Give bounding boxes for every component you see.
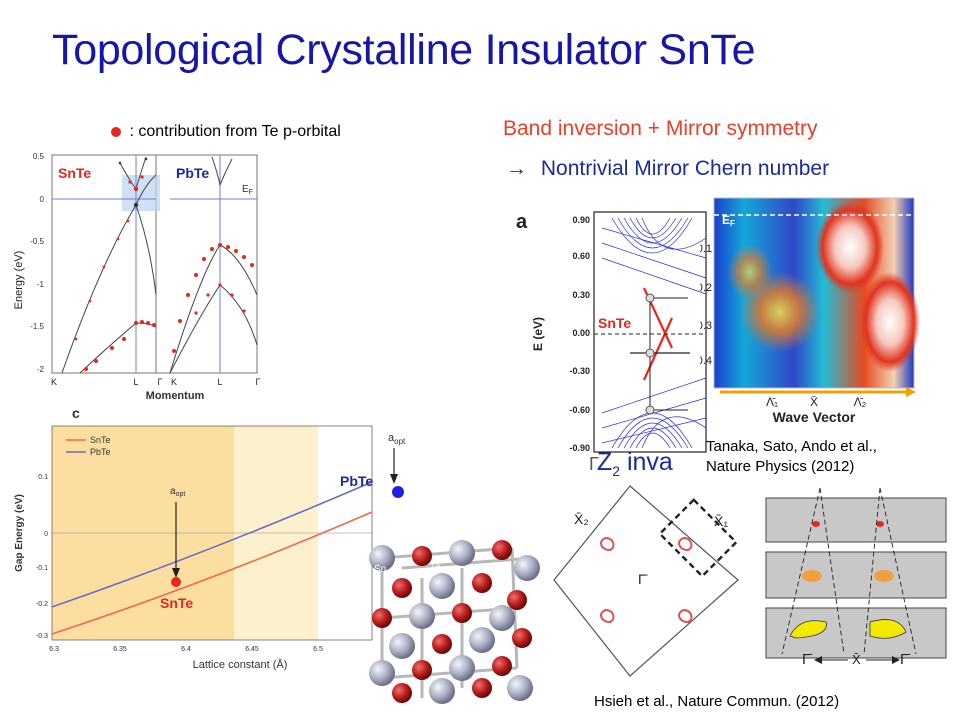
arpes-ytick: 0.4 (700, 355, 712, 367)
band-inversion-text: Band inversion + Mirror symmetry (503, 117, 818, 140)
band-ytick: 0 (40, 195, 45, 204)
bz-x2-label: X̄₂ (574, 511, 589, 527)
band-ylabel: Energy (eV) (13, 251, 25, 310)
constant-energy-stack: Γ̄ X̄ Γ̄ (765, 487, 947, 668)
band-ytick: 0.5 (33, 152, 45, 161)
dft-ytick: 0.30 (572, 290, 590, 300)
gap-xlabel: Lattice constant (Å) (193, 658, 288, 671)
band-ytick: -1 (37, 280, 45, 289)
mirror-chern-text: Nontrivial Mirror Chern number (540, 157, 830, 180)
gap-ytick: 0.1 (38, 474, 48, 481)
arpes-ytick: 0.1 (700, 243, 712, 255)
gap-ytick: -0.2 (36, 601, 48, 608)
dft-ylabel: E (eV) (531, 317, 545, 351)
dft-ytick: -0.30 (569, 366, 590, 376)
snte-chart-label: SnTe (160, 595, 193, 611)
gap-ytick: 0 (44, 531, 48, 538)
dft-ytick: -0.90 (569, 443, 590, 453)
fermi-label: EF (242, 184, 253, 196)
gap-xtick: 6.35 (113, 646, 127, 653)
snte-curve (51, 511, 373, 635)
red-dot-icon (111, 126, 121, 137)
dft-ytick: 0.60 (572, 251, 590, 261)
sn-label: Sn (374, 564, 386, 575)
pbte-chart-label: PbTe (340, 473, 373, 489)
stack-gamma-right: Γ̄ (900, 651, 910, 668)
band-structure-panel: Energy (eV) 0.5 0 -0.5 -1 -1.5 -2 SnTe (13, 152, 261, 402)
dft-snte-label: SnTe (598, 315, 631, 331)
citation-hsieh: Hsieh et al., Nature Commun. (2012) (594, 693, 840, 710)
band-xtick: K (51, 377, 57, 387)
snte-te-points (74, 175, 156, 371)
z2-invariant-text: ΓZ2 inva (589, 448, 673, 479)
arpes-xlabel: Wave Vector (773, 409, 856, 424)
band-xtick: Γ (158, 377, 163, 387)
band-ytick: -0.5 (30, 237, 44, 246)
panel-letter-a: a (516, 211, 528, 233)
dft-band-lines (601, 217, 707, 449)
dft-slab-panel: a E (eV) 0.90 0.60 0.30 0.00 -0.30 -0.60… (516, 211, 707, 453)
pbte-aopt-arrow-icon (390, 448, 398, 484)
legend-pbte: PbTe (90, 447, 111, 457)
gap-ylabel: Gap Energy (eV) (14, 494, 25, 572)
arpes-ytick: 0.2 (700, 282, 712, 294)
mirror-chern-line: → Nontrivial Mirror Chern number (506, 157, 829, 181)
bz-x1-label: X̄₁ (714, 513, 728, 529)
arpes-ef-label: EF (722, 213, 735, 228)
band-xtick: K (171, 377, 177, 387)
gap-xtick: 6.3 (49, 646, 59, 653)
band-xlabel: Momentum (146, 390, 205, 402)
pbte-curve (51, 481, 373, 608)
gap-highlight (122, 175, 160, 211)
arpes-image: 0.1 0.2 0.3 0.4 EF Λ̄₁ X̄ Λ̄₂ Wave Vecto… (700, 197, 920, 424)
citation-tanaka: Tanaka, Sato, Ando et al., Nature Physic… (706, 438, 877, 475)
panel-letter-c: c (72, 405, 80, 421)
band-xtick: L (217, 377, 222, 387)
arpes-xtick: X̄ (810, 395, 818, 409)
arpes-ytick: 0.3 (700, 320, 712, 332)
stack-gamma-left: Γ̄ (802, 651, 812, 668)
snte-aopt-point (171, 577, 181, 587)
crystal-structure-image: Sn Te (369, 540, 540, 704)
aopt-label-pbte-outer: aopt (388, 432, 406, 447)
orbital-note-text: : contribution from Te p-orbital (129, 123, 341, 140)
snte-band-frame (51, 154, 258, 374)
gap-xtick: 6.45 (245, 646, 259, 653)
implies-arrow-icon: → (506, 157, 527, 180)
band-ytick: -1.5 (30, 322, 44, 331)
arpes-xtick: Λ̄₂ (854, 395, 867, 409)
legend-snte: SnTe (90, 435, 111, 445)
arpes-xtick: Λ̄₁ (766, 395, 778, 409)
band-xtick: L (133, 377, 138, 387)
gap-xtick: 6.5 (313, 646, 323, 653)
snte-band-label: SnTe (58, 165, 91, 181)
stack-x-label: X̄ (852, 652, 861, 667)
band-xtick: Γ (256, 377, 261, 387)
orbital-note: : contribution from Te p-orbital (111, 123, 341, 141)
page-title: Topological Crystalline Insulator SnTe (52, 26, 756, 74)
dft-ytick: -0.60 (569, 405, 590, 415)
dft-gamma-label: Γ (589, 454, 599, 474)
aopt-label-snte: aopt (170, 486, 185, 498)
gap-energy-chart: c SnTe PbTe 0.1 0 -0.1 -0.2 -0.3 Gap Ene… (14, 405, 373, 671)
gap-ytick: -0.3 (36, 633, 48, 640)
te-label: Te (430, 562, 441, 573)
pbte-te-points (172, 243, 254, 353)
brillouin-zone-diagram: X̄₂ X̄₁ Γ̄ (553, 485, 739, 677)
bz-gamma-label: Γ̄ (638, 571, 648, 587)
dft-ytick: 0.00 (572, 328, 590, 338)
pbte-aopt-dot-icon (392, 486, 404, 498)
gap-xtick: 6.4 (181, 646, 191, 653)
dft-ytick: 0.90 (572, 215, 590, 225)
band-ytick: -2 (37, 365, 45, 374)
pbte-band-label: PbTe (176, 165, 209, 181)
gap-ytick: -0.1 (36, 565, 48, 572)
